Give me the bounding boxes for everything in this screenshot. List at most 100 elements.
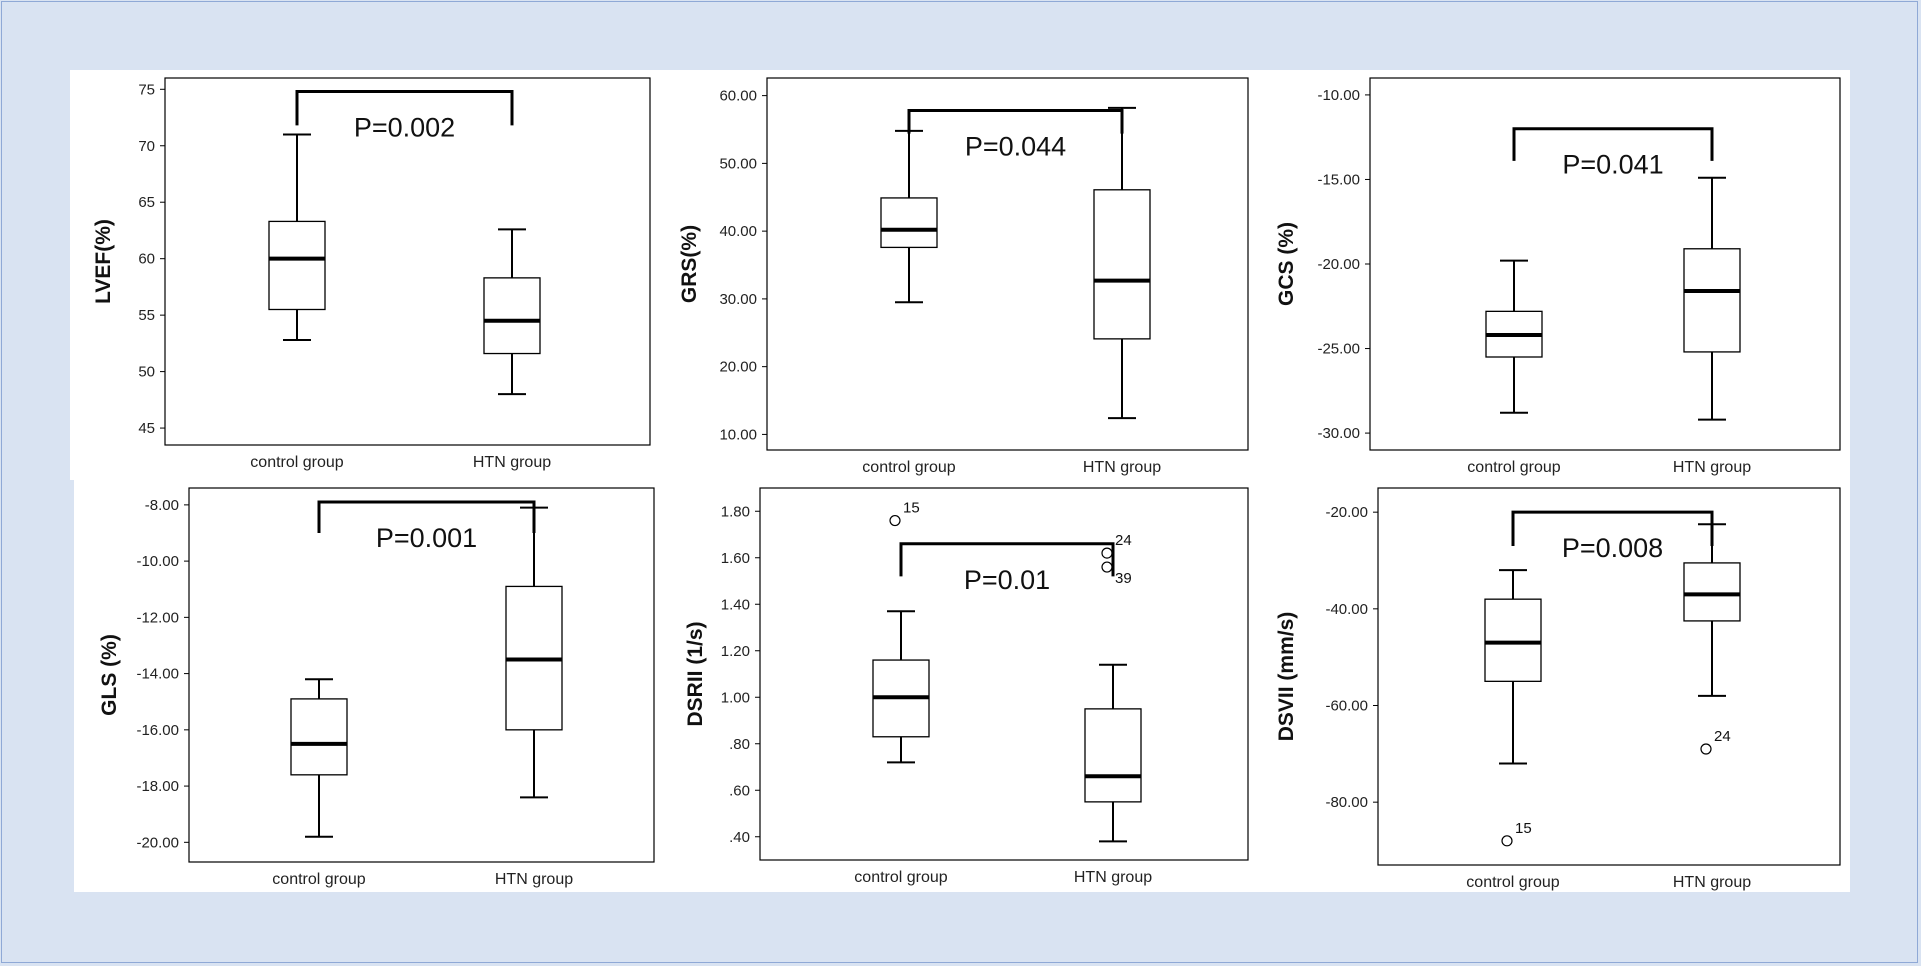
y-tick-label: 10.00 [719,426,757,443]
p-value-label: P=0.002 [354,113,455,143]
outlier-label: 24 [1115,532,1132,549]
y-tick-label: -30.00 [1317,425,1360,442]
significance-bracket [1511,510,1714,546]
outlier-point [1101,561,1113,573]
y-tick-label: -15.00 [1317,171,1360,188]
y-tick-label: .60 [729,782,750,799]
box-iqr [1484,598,1542,682]
outlier-label: 24 [1714,728,1731,745]
panel-dsvii: -80.00 -60.00 -40.00 -20.00 DSVII (mm/s) cont… [1256,480,1850,892]
outlier-point [1101,547,1113,559]
category-label: control group [862,459,955,476]
y-tick-label: 70 [138,138,155,155]
y-tick-label: 1.80 [721,503,750,520]
box-iqr [1683,248,1741,353]
significance-bracket [1512,127,1714,161]
category-label: HTN group [1673,874,1751,891]
plot-frame [188,487,655,863]
y-tick-label: -18.00 [136,778,179,795]
chart-lvef: 45 50 55 60 65 70 75 LVEF(%) control group HTN gr… [92,77,651,471]
box-iqr [290,698,348,776]
panel-gls: -20.00 -18.00 -16.00 -14.00 -12.00 -10.00 -8.0… [74,480,668,892]
y-tick-label: .80 [729,736,750,753]
significance-bracket [317,500,536,533]
category-label: control group [1466,874,1559,891]
y-tick-label: 75 [138,81,155,98]
plot-frame [1369,77,1841,451]
category-label: control group [854,869,947,886]
y-tick-label: -40.00 [1325,601,1368,618]
plot-frame [1377,487,1841,866]
y-tick-label: -20.00 [1317,256,1360,273]
chart-dsvii: -80.00 -60.00 -40.00 -20.00 DSVII (mm/s) cont… [1275,487,1841,891]
y-tick-label: -14.00 [136,666,179,683]
box-iqr [1683,562,1741,622]
y-tick-label: -20.00 [1325,504,1368,521]
outlier-point [1700,743,1712,755]
box-iqr [1093,189,1151,340]
y-tick-label: -80.00 [1325,794,1368,811]
y-tick-label: 1.40 [721,596,750,613]
y-tick-label: 50.00 [719,155,757,172]
significance-bracket [295,90,514,126]
y-tick-label: -12.00 [136,609,179,626]
y-tick-label: 65 [138,194,155,211]
category-label: HTN group [1074,869,1152,886]
category-label: HTN group [473,454,551,471]
p-value-label: P=0.044 [965,132,1066,162]
category-label: control group [250,454,343,471]
category-label: HTN group [495,871,573,888]
y-tick-label: .40 [729,829,750,846]
significance-bracket [899,542,1115,577]
y-tick-label: 45 [138,420,155,437]
y-tick-label: 1.00 [721,689,750,706]
box-iqr [268,220,326,311]
category-label: control group [1467,459,1560,476]
y-tick-label: 50 [138,364,155,381]
y-tick-label: 1.20 [721,643,750,660]
box-iqr [483,277,541,355]
y-tick-label: -16.00 [136,722,179,739]
category-label: control group [272,871,365,888]
category-label: HTN group [1673,459,1751,476]
y-tick-label: 60.00 [719,88,757,105]
y-axis-label: LVEF(%) [92,219,115,304]
y-axis-label: DSRII (1/s) [684,621,707,726]
panel-dsrii: .40 .60 .80 1.00 1.20 1.40 1.60 1.80 DSRII (1/s)… [668,480,1256,892]
y-tick-label: 40.00 [719,223,757,240]
chart-grs: 10.00 20.00 30.00 40.00 50.00 60.00 GRS(%) cont… [678,77,1249,476]
category-label: HTN group [1083,459,1161,476]
y-axis-label: DSVII (mm/s) [1275,612,1298,742]
box-iqr [880,197,938,249]
outlier-point [1501,835,1513,847]
plot-frame [759,487,1249,861]
y-tick-label: 20.00 [719,359,757,376]
outlier-label: 39 [1115,570,1132,587]
chart-gcs: -30.00 -25.00 -20.00 -15.00 -10.00 GCS (%) con… [1275,77,1841,476]
panel-gcs: -30.00 -25.00 -20.00 -15.00 -10.00 GCS (%) con… [1256,70,1850,480]
outlier-label: 15 [1515,820,1532,837]
outlier-point [889,514,901,527]
plot-frame [164,77,651,446]
y-axis-label: GRS(%) [678,225,701,303]
p-value-label: P=0.008 [1562,533,1663,563]
plot-frame [766,77,1249,451]
chart-gls: -20.00 -18.00 -16.00 -14.00 -12.00 -10.00 -8.0… [98,487,655,888]
significance-bracket [907,109,1124,134]
y-tick-label: 1.60 [721,550,750,567]
panel-lvef: 45 50 55 60 65 70 75 LVEF(%) control group HTN gr… [70,70,662,480]
p-value-label: P=0.01 [964,565,1050,595]
y-tick-label: -60.00 [1325,698,1368,715]
y-tick-label: -8.00 [145,497,179,514]
p-value-label: P=0.041 [1562,150,1663,180]
p-value-label: P=0.001 [376,523,477,553]
y-axis-label: GCS (%) [1275,222,1298,306]
y-tick-label: 30.00 [719,291,757,308]
y-tick-label: -20.00 [136,834,179,851]
y-tick-label: 60 [138,251,155,268]
y-tick-label: 55 [138,307,155,324]
chart-dsrii: .40 .60 .80 1.00 1.20 1.40 1.60 1.80 DSRII (1/s)… [684,487,1249,886]
y-axis-label: GLS (%) [98,634,121,716]
y-tick-label: -25.00 [1317,341,1360,358]
